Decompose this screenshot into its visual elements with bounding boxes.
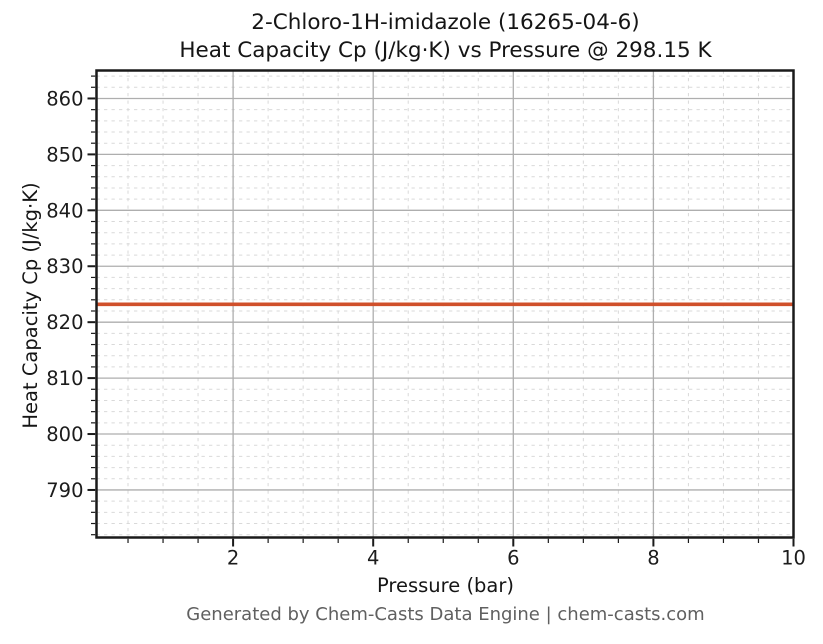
- x-tick-label: 8: [647, 547, 659, 570]
- chart-title: 2-Chloro-1H-imidazole (16265-04-6) Heat …: [97, 9, 794, 65]
- y-tick-label: 840: [46, 199, 83, 222]
- chart-title-line2: Heat Capacity Cp (J/kg·K) vs Pressure @ …: [179, 38, 712, 63]
- y-tick-label: 790: [46, 479, 83, 502]
- axes-spines: [95, 69, 795, 539]
- y-tick-label: 800: [46, 423, 83, 446]
- y-tick-label: 820: [46, 311, 83, 334]
- x-tick-label: 4: [367, 547, 379, 570]
- y-tick-label: 850: [46, 143, 83, 166]
- y-tick-label: 810: [46, 367, 83, 390]
- y-axis-label: Heat Capacity Cp (J/kg·K): [19, 182, 42, 429]
- x-tick-label: 2: [227, 547, 239, 570]
- x-axis-label: Pressure (bar): [376, 574, 515, 597]
- watermark-text: Generated by Chem-Casts Data Engine | ch…: [186, 604, 705, 625]
- chart-title-line1: 2-Chloro-1H-imidazole (16265-04-6): [251, 10, 640, 35]
- x-tick-label: 6: [507, 547, 519, 570]
- x-tick-label: 10: [781, 547, 806, 570]
- y-tick-label: 830: [46, 255, 83, 278]
- y-tick-label: 860: [46, 87, 83, 110]
